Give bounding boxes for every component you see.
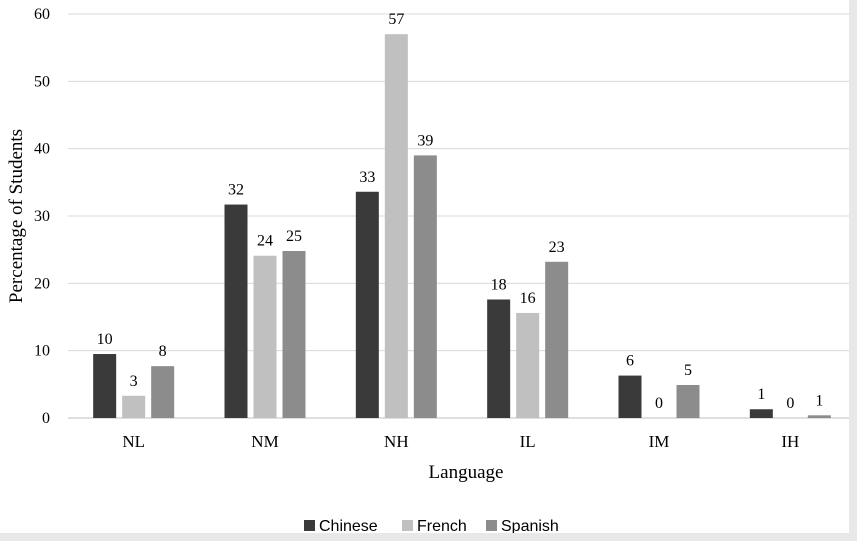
x-category-label: IH [781,432,799,451]
data-label: 10 [97,331,113,348]
data-label: 23 [549,239,565,256]
bar [516,312,540,418]
data-label: 0 [786,395,794,412]
data-label: 33 [359,169,375,186]
y-axis-title: Percentage of Students [6,129,27,303]
y-tick-label: 60 [34,6,50,23]
data-label: 57 [388,11,404,28]
x-axis-title: Language [429,462,504,483]
data-label: 39 [417,132,433,149]
data-label: 3 [130,373,138,390]
legend: Chinese French Spanish [304,518,559,533]
data-label: 0 [655,395,663,412]
bar [487,299,511,418]
x-category-label: NL [122,432,145,451]
bar [384,34,408,418]
y-tick-label: 20 [34,275,50,292]
legend-item: Spanish [486,518,559,533]
x-category-label: IL [520,432,536,451]
gridlines [68,13,849,352]
data-label: 8 [159,343,167,360]
bars [93,34,831,418]
data-label: 6 [626,353,634,370]
bar [545,261,569,418]
bar [749,409,773,418]
y-tick-label: 0 [42,410,50,427]
y-tick-label: 30 [34,208,50,225]
y-tick-label: 40 [34,141,50,158]
y-axis-ticks: 0 10 20 30 40 50 60 [34,6,50,427]
bar [122,395,146,418]
legend-swatch [304,520,315,531]
bar [224,204,248,418]
y-tick-label: 50 [34,73,50,90]
data-label: 5 [684,362,692,379]
data-label: 32 [228,182,244,199]
data-label: 18 [491,276,507,293]
bar [355,191,379,418]
x-category-label: NM [251,432,278,451]
data-label: 1 [757,386,765,403]
bar [413,155,437,418]
data-label: 24 [257,233,273,250]
legend-swatch [402,520,413,531]
bar [151,366,175,418]
bar [93,354,117,418]
bar [282,251,306,418]
bar [807,415,831,418]
legend-label: French [417,518,467,533]
x-axis-categories: NL NM NH IL IM IH [122,432,799,451]
data-label: 1 [815,392,823,409]
legend-item: Chinese [304,518,378,533]
bar [253,255,277,418]
bar [618,375,642,418]
x-category-label: NH [384,432,409,451]
data-label: 16 [520,290,536,307]
data-label: 25 [286,228,302,245]
legend-label: Chinese [319,518,378,533]
x-category-label: IM [649,432,670,451]
y-tick-label: 10 [34,343,50,360]
legend-label: Spanish [501,518,559,533]
legend-swatch [486,520,497,531]
legend-item: French [402,518,467,533]
bar [676,385,700,418]
